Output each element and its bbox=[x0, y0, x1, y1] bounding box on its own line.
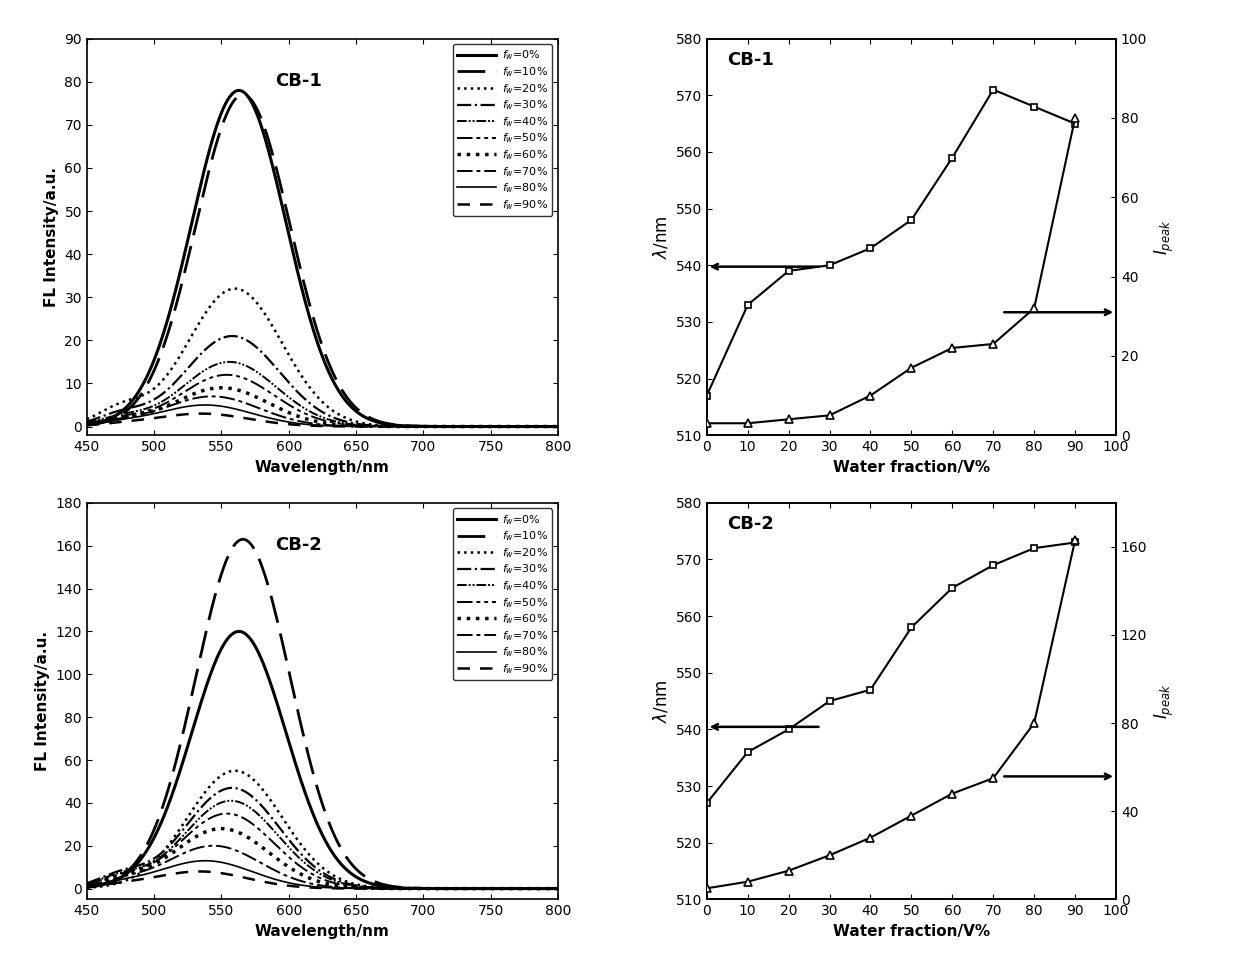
X-axis label: Water fraction/V%: Water fraction/V% bbox=[833, 459, 990, 475]
Y-axis label: FL Intensity/a.u.: FL Intensity/a.u. bbox=[35, 631, 50, 771]
Y-axis label: $\lambda$/nm: $\lambda$/nm bbox=[651, 679, 670, 723]
Text: CB-2: CB-2 bbox=[727, 514, 774, 533]
X-axis label: Wavelength/nm: Wavelength/nm bbox=[255, 459, 389, 475]
Text: CB-2: CB-2 bbox=[275, 537, 322, 554]
X-axis label: Wavelength/nm: Wavelength/nm bbox=[255, 923, 389, 939]
Y-axis label: $\lambda$/nm: $\lambda$/nm bbox=[651, 215, 670, 259]
Y-axis label: $I_{peak}$: $I_{peak}$ bbox=[1153, 220, 1176, 254]
Text: CB-1: CB-1 bbox=[275, 73, 322, 90]
Legend: $f_w$=0%, $f_w$=10%, $f_w$=20%, $f_w$=30%, $f_w$=40%, $f_w$=50%, $f_w$=60%, $f_w: $f_w$=0%, $f_w$=10%, $f_w$=20%, $f_w$=30… bbox=[453, 44, 553, 216]
Text: CB-1: CB-1 bbox=[727, 50, 774, 69]
Y-axis label: $I_{peak}$: $I_{peak}$ bbox=[1153, 684, 1176, 718]
X-axis label: Water fraction/V%: Water fraction/V% bbox=[833, 923, 990, 939]
Legend: $f_w$=0%, $f_w$=10%, $f_w$=20%, $f_w$=30%, $f_w$=40%, $f_w$=50%, $f_w$=60%, $f_w: $f_w$=0%, $f_w$=10%, $f_w$=20%, $f_w$=30… bbox=[453, 509, 553, 680]
Y-axis label: FL Intensity/a.u.: FL Intensity/a.u. bbox=[43, 167, 58, 307]
